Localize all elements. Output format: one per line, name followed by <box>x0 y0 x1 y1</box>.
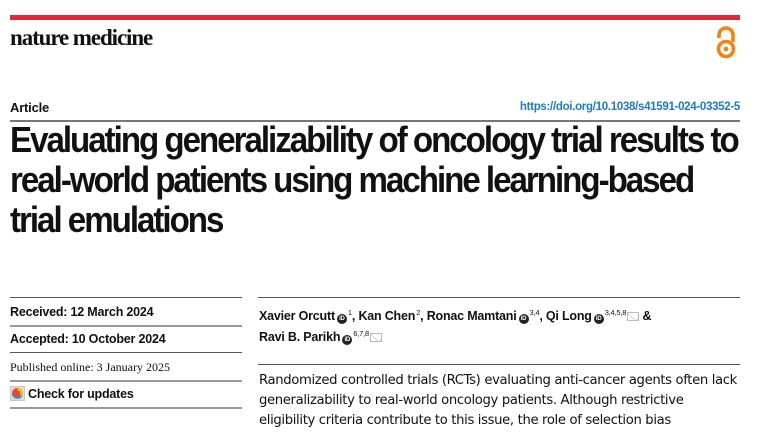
author-affiliations[interactable]: 3,4,5,8 <box>604 308 627 317</box>
sidebar-divider <box>10 325 242 327</box>
accepted-date: Accepted: 10 October 2024 <box>10 332 166 346</box>
author-list: Xavier Orcutt iD1, Kan Chen2, Ronac Mamta… <box>259 304 729 346</box>
orcid-icon[interactable]: iD <box>518 314 529 324</box>
check-for-updates-button[interactable]: Check for updates <box>10 386 134 401</box>
journal-name[interactable]: nature medicine <box>10 25 153 50</box>
author-affiliations[interactable]: 6,7,8 <box>353 329 369 338</box>
authors-top-divider <box>258 297 740 298</box>
author-separator: , <box>420 309 427 323</box>
journal-accent-bar <box>10 15 740 20</box>
author-affiliations[interactable]: 3,4 <box>529 308 540 317</box>
author-name[interactable]: Kan Chen <box>358 309 416 323</box>
published-date: Published online: 3 January 2025 <box>10 360 170 374</box>
article-type-label: Article <box>10 100 50 115</box>
author-name[interactable]: Ronac Mamtani <box>426 309 517 323</box>
crossmark-icon <box>10 386 25 401</box>
sidebar-divider <box>10 297 242 298</box>
sidebar-divider <box>10 352 242 353</box>
check-for-updates-label: Check for updates <box>28 386 134 401</box>
sidebar-divider <box>10 407 242 409</box>
doi-link[interactable]: https://doi.org/10.1038/s41591-024-03352… <box>519 101 740 113</box>
title-divider <box>10 120 740 122</box>
orcid-icon[interactable]: iD <box>336 314 347 324</box>
orcid-icon[interactable]: iD <box>593 314 604 324</box>
abstract-text: Randomized controlled trials (RCTs) eval… <box>259 373 737 428</box>
email-icon[interactable] <box>627 312 640 321</box>
author-name[interactable]: Ravi B. Parikh <box>259 330 341 344</box>
received-date: Received: 12 March 2024 <box>10 305 154 319</box>
author-affiliations[interactable]: 1 <box>347 308 352 317</box>
article-title: Evaluating generalizability of oncology … <box>10 119 740 240</box>
open-access-lock-icon <box>716 26 736 59</box>
sidebar-divider <box>10 380 242 382</box>
abstract-top-divider <box>258 364 740 365</box>
email-icon[interactable] <box>369 333 382 342</box>
author-separator: , <box>539 309 546 323</box>
author-name[interactable]: Qi Long <box>545 309 592 323</box>
orcid-icon[interactable]: iD <box>342 335 353 345</box>
author-affiliations[interactable]: 2 <box>416 308 421 317</box>
author-separator: & <box>639 309 652 323</box>
author-name[interactable]: Xavier Orcutt <box>259 309 335 323</box>
author-separator: , <box>351 309 359 323</box>
